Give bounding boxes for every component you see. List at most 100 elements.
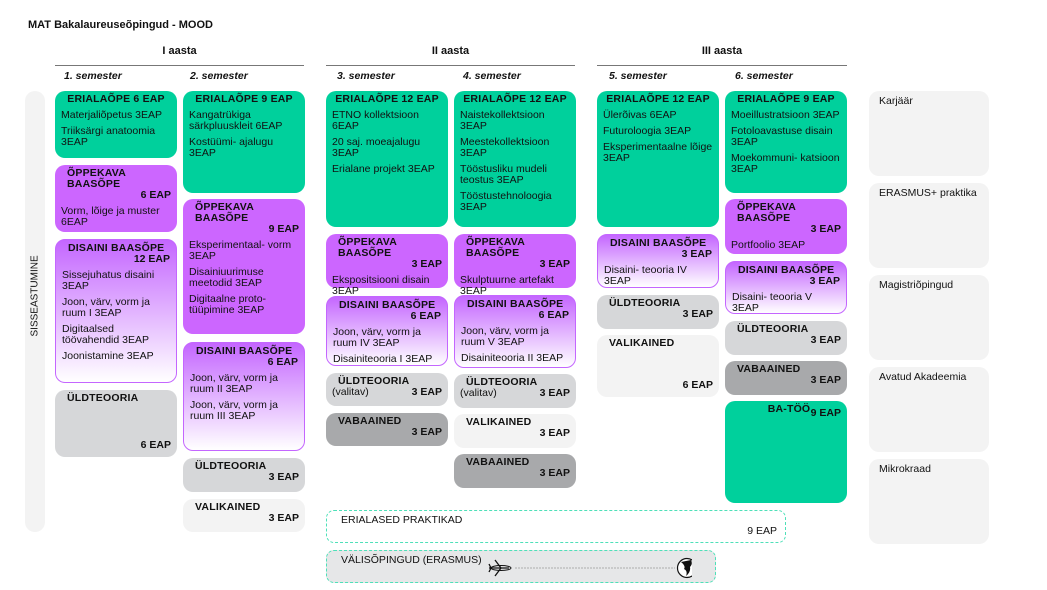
block-title: ERIALAÕPE 9 EAP	[195, 93, 293, 105]
semester-2-label: 2. semester	[190, 70, 248, 82]
course-item: Portfoolio 3EAP	[731, 239, 806, 251]
divider	[597, 65, 847, 66]
block-title: ERIALAÕPE 12 EAP	[606, 93, 710, 105]
block-eap: 3 EAP	[268, 471, 299, 483]
course-block-green: ERIALAÕPE 12 EAP ETNO kollektsioon 6EAP 20…	[326, 91, 448, 227]
block-title: ERIALAÕPE 6 EAP	[67, 93, 165, 105]
course-block-gray: ÜLDTEOORIA (valitav) 3 EAP	[454, 374, 576, 408]
course-block-dark: VABAAINED 3 EAP	[326, 413, 448, 446]
year-2-heading: II aasta	[431, 45, 470, 57]
course-item: Kangatrükiga särkpluuskleit 6EAP	[189, 109, 283, 132]
block-eap: 9 EAP	[810, 407, 841, 419]
course-block-grad: DISAINI BAASÕPE 12 EAP Sissejuhatus disain…	[55, 239, 177, 383]
next-step-option[interactable]: Magistriõpingud	[869, 275, 989, 360]
block-subtitle: (valitav)	[332, 386, 369, 398]
block-title: DISAINI BAASÕPE	[68, 242, 165, 254]
course-block-purple: ÕPPEKAVA BAASÕPE 9 EAP Eksperimentaal- vor…	[183, 199, 305, 334]
course-block-purple: ÕPPEKAVA BAASÕPE 3 EAP Portfoolio 3EAP	[725, 199, 847, 254]
block-subtitle-row: (valitav) 3 EAP	[332, 387, 442, 398]
course-block-green: ERIALAÕPE 12 EAP Naistekollektsioon 3EAP M…	[454, 91, 576, 227]
course-block-purple: ÕPPEKAVA BAASÕPE 3 EAP Ekspositsiooni disa…	[326, 234, 448, 297]
next-step-option[interactable]: Mikrokraad	[869, 459, 989, 544]
course-block-light: VALIKAINED 6 EAP	[597, 335, 719, 397]
course-block-green: BA-TÖÖ 9 EAP	[725, 401, 847, 503]
course-block-green: ERIALAÕPE 12 EAP Ülerõivas 6EAP Futuroloog…	[597, 91, 719, 227]
block-eap: 3 EAP	[682, 308, 713, 320]
block-eap: 6 EAP	[410, 310, 441, 322]
course-item: Sissejuhatus disaini 3EAP	[62, 269, 155, 292]
block-title: DISAINI BAASÕPE	[339, 299, 436, 311]
course-item: Eksperimentaalne lõige 3EAP	[603, 141, 713, 164]
course-item: Disainiteooria I 3EAP	[333, 353, 433, 365]
course-item: Joon, värv, vorm ja ruum III 3EAP	[190, 399, 278, 422]
block-title: DISAINI BAASÕPE	[467, 298, 564, 310]
course-block-green: ERIALAÕPE 9 EAP Moeillustratsioon 3EAP Fot…	[725, 91, 847, 193]
practice-box: ERIALASED PRAKTIKAD 9 EAP	[326, 510, 786, 543]
block-eap: 3 EAP	[268, 512, 299, 524]
course-item: Materjaliõpetus 3EAP	[61, 109, 162, 121]
block-eap: 6 EAP	[140, 439, 171, 451]
block-title: ÜLDTEOORIA	[737, 323, 809, 335]
course-item: Disainiuurimuse meetodid 3EAP	[189, 266, 264, 289]
course-block-gray: ÜLDTEOORIA 3 EAP	[597, 295, 719, 329]
course-block-gray: ÜLDTEOORIA (valitav) 3 EAP	[326, 373, 448, 406]
block-title: ÕPPEKAVA BAASÕPE	[67, 167, 126, 190]
abroad-label: VÄLISÕPINGUD (ERASMUS)	[341, 554, 482, 566]
course-item: Disaini- teooria V 3EAP	[732, 291, 812, 314]
course-item: Meestekollektsioon 3EAP	[460, 136, 550, 159]
course-item: Joon, värv, vorm ja ruum II 3EAP	[190, 372, 278, 395]
course-block-gray: ÜLDTEOORIA 6 EAP	[55, 390, 177, 457]
next-step-option[interactable]: Avatud Akadeemia	[869, 367, 989, 452]
block-title: ÕPPEKAVA BAASÕPE	[195, 201, 254, 224]
block-title: DISAINI BAASÕPE	[610, 237, 707, 249]
block-title: DISAINI BAASÕPE	[196, 345, 293, 357]
block-title: ÜLDTEOORIA	[67, 392, 139, 404]
course-item: Triiksärgi anatoomia 3EAP	[61, 125, 156, 148]
course-item: Disaini- teooria IV 3EAP	[604, 264, 687, 287]
block-title: ÜLDTEOORIA	[466, 376, 538, 388]
block-eap: 3 EAP	[809, 275, 840, 287]
page-title: MAT Bakalaureuseõpingud - MOOD	[28, 19, 213, 31]
course-block-grad: DISAINI BAASÕPE 6 EAP Joon, värv, vorm ja …	[326, 296, 448, 366]
course-block-light: VALIKAINED 3 EAP	[454, 414, 576, 448]
course-block-gray: ÜLDTEOORIA 3 EAP	[725, 321, 847, 355]
practice-eap: 9 EAP	[747, 525, 777, 537]
block-title: DISAINI BAASÕPE	[738, 264, 835, 276]
plane-to-globe-route	[488, 557, 692, 579]
semester-3-label: 3. semester	[337, 70, 395, 82]
next-step-option[interactable]: Karjäär	[869, 91, 989, 176]
block-title: VABAAINED	[466, 456, 530, 468]
block-title: ÜLDTEOORIA	[195, 460, 267, 472]
block-title: ÕPPEKAVA BAASÕPE	[338, 236, 397, 259]
block-title: ÕPPEKAVA BAASÕPE	[466, 236, 525, 259]
next-step-option[interactable]: ERASMUS+ praktika	[869, 183, 989, 268]
course-item: Fotoloavastuse disain 3EAP	[731, 125, 833, 148]
divider	[55, 65, 304, 66]
block-eap: 3 EAP	[411, 386, 442, 398]
course-block-grad: DISAINI BAASÕPE 3 EAP Disaini- teooria V 3…	[725, 261, 847, 314]
course-block-grad: DISAINI BAASÕPE 6 EAP Joon, värv, vorm ja …	[454, 295, 576, 368]
block-subtitle-row: (valitav) 3 EAP	[460, 388, 570, 399]
year-3-heading: III aasta	[701, 45, 743, 57]
course-item: Eksperimentaal- vorm 3EAP	[189, 239, 292, 262]
block-eap: 3 EAP	[681, 248, 712, 260]
course-item: Digitaalne proto- tüüpimine 3EAP	[189, 293, 267, 316]
block-title: VABAAINED	[737, 363, 801, 375]
course-item: Tööstustehnoloogia 3EAP	[460, 190, 552, 213]
practice-label: ERIALASED PRAKTIKAD	[341, 514, 463, 526]
course-item: Joon, värv, vorm ja ruum IV 3EAP	[333, 326, 421, 349]
admission-label: SISSEASTUMINE	[29, 255, 41, 337]
course-item: Moeillustratsioon 3EAP	[731, 109, 840, 121]
course-item: Digitaalsed töövahendid 3EAP	[62, 323, 149, 346]
abroad-box: VÄLISÕPINGUD (ERASMUS)	[326, 550, 716, 583]
course-item: Tööstusliku mudeli teostus 3EAP	[460, 163, 547, 186]
block-title: VALIKAINED	[609, 337, 675, 349]
block-eap: 3 EAP	[539, 258, 570, 270]
course-item: Joon, värv, vorm ja ruum I 3EAP	[62, 296, 150, 319]
block-eap: 3 EAP	[539, 427, 570, 439]
block-title: ERIALAÕPE 12 EAP	[463, 93, 567, 105]
semester-4-label: 4. semester	[463, 70, 521, 82]
semester-5-label: 5. semester	[609, 70, 667, 82]
admission-bar: SISSEASTUMINE	[25, 91, 45, 532]
course-item: Disainiteooria II 3EAP	[461, 352, 564, 364]
